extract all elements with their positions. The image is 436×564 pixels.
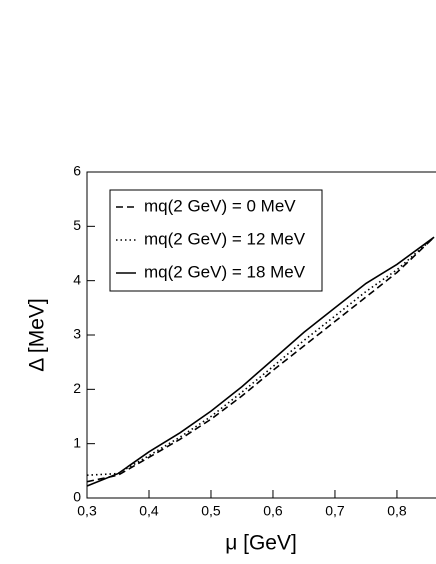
y-axis-label: Δ [MeV] xyxy=(26,298,49,372)
legend-label: mq(2 GeV) = 0 MeV xyxy=(144,196,296,215)
y-tick-label: 4 xyxy=(73,271,81,287)
legend-label: mq(2 GeV) = 12 MeV xyxy=(144,229,306,248)
x-tick-label: 0,6 xyxy=(263,503,283,519)
x-tick-label: 0,8 xyxy=(387,503,407,519)
x-axis-label: μ [GeV] xyxy=(225,532,297,555)
series-line xyxy=(87,236,435,483)
y-tick-label: 6 xyxy=(73,163,81,179)
y-tick-label: 0 xyxy=(73,489,81,505)
y-tick-label: 3 xyxy=(73,326,81,342)
y-tick-label: 1 xyxy=(73,434,81,450)
x-tick-label: 0,4 xyxy=(139,503,159,519)
y-tick-label: 5 xyxy=(73,217,81,233)
x-tick-label: 0,3 xyxy=(77,503,97,519)
y-tick-label: 2 xyxy=(73,380,81,396)
x-tick-label: 0,5 xyxy=(201,503,221,519)
legend-label: mq(2 GeV) = 18 MeV xyxy=(144,262,306,281)
legend-box xyxy=(109,189,323,292)
x-tick-label: 0,7 xyxy=(325,503,345,519)
series-line xyxy=(87,236,435,487)
